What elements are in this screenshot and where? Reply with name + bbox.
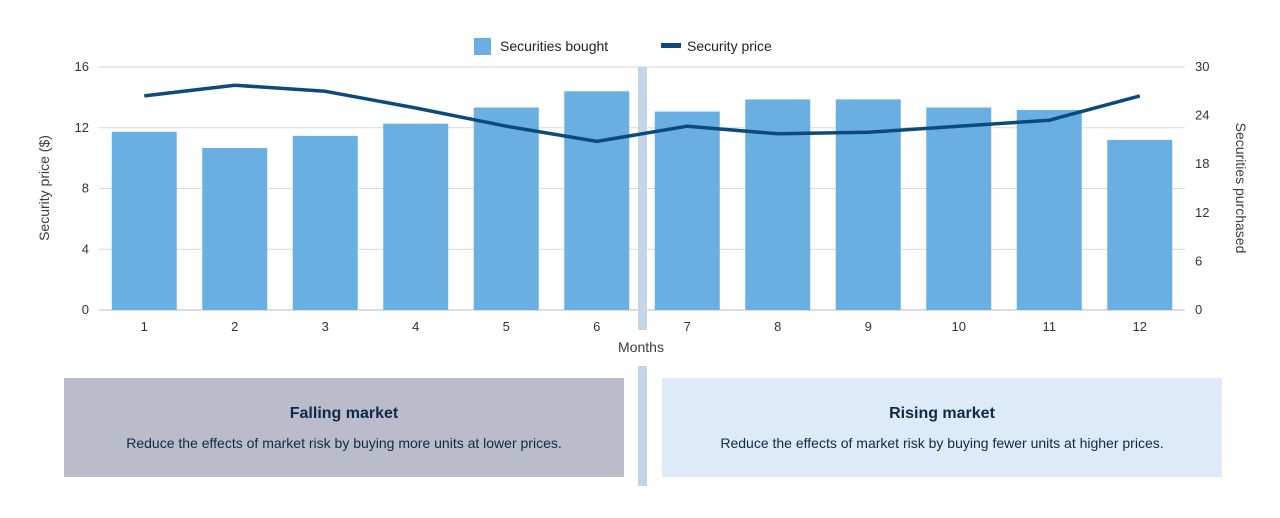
x-tick-8: 8 bbox=[774, 319, 781, 334]
bar-month-1 bbox=[111, 131, 177, 310]
rising-market-description: Reduce the effects of market risk by buy… bbox=[720, 434, 1164, 451]
bar-month-6 bbox=[564, 91, 630, 310]
bar-month-7 bbox=[654, 111, 720, 310]
left-tick-16: 16 bbox=[75, 59, 89, 74]
legend-swatch-bars bbox=[474, 38, 491, 55]
rising-market-panel: Rising market Reduce the effects of mark… bbox=[662, 378, 1222, 477]
legend-label-bars: Securities bought bbox=[500, 38, 608, 54]
legend-label-line: Security price bbox=[687, 38, 772, 54]
x-tick-6: 6 bbox=[593, 319, 600, 334]
left-tick-12: 12 bbox=[75, 120, 89, 135]
legend: Securities bought Security price bbox=[474, 38, 772, 55]
x-tick-12: 12 bbox=[1133, 319, 1147, 334]
right-tick-6: 6 bbox=[1195, 253, 1202, 268]
x-tick-11: 11 bbox=[1043, 319, 1057, 334]
right-tick-30: 30 bbox=[1195, 59, 1209, 74]
x-tick-3: 3 bbox=[322, 319, 329, 334]
bar-month-12 bbox=[1107, 139, 1173, 310]
left-tick-8: 8 bbox=[82, 181, 89, 196]
right-axis-title: Securities purchased bbox=[1233, 123, 1249, 254]
bar-month-10 bbox=[926, 107, 992, 310]
x-tick-5: 5 bbox=[503, 319, 510, 334]
x-axis-ticks: 1 2 3 4 5 6 7 8 9 10 11 12 bbox=[141, 319, 1147, 334]
market-divider bbox=[638, 67, 647, 330]
bar-month-3 bbox=[292, 135, 358, 310]
x-tick-10: 10 bbox=[952, 319, 966, 334]
legend-swatch-line bbox=[661, 43, 681, 48]
bar-month-4 bbox=[383, 123, 449, 310]
right-tick-18: 18 bbox=[1195, 156, 1209, 171]
x-tick-7: 7 bbox=[684, 319, 691, 334]
left-tick-4: 4 bbox=[82, 241, 89, 256]
bar-series bbox=[111, 91, 1173, 311]
x-tick-1: 1 bbox=[141, 319, 148, 334]
left-axis-ticks: 0 4 8 12 16 bbox=[75, 59, 89, 317]
right-tick-0: 0 bbox=[1195, 302, 1202, 317]
falling-market-description: Reduce the effects of market risk by buy… bbox=[126, 434, 562, 451]
x-tick-9: 9 bbox=[865, 319, 872, 334]
falling-market-panel: Falling market Reduce the effects of mar… bbox=[64, 378, 624, 477]
price-line bbox=[144, 83, 1141, 144]
rising-market-title: Rising market bbox=[889, 404, 995, 422]
x-tick-4: 4 bbox=[412, 319, 419, 334]
left-tick-0: 0 bbox=[82, 302, 89, 317]
bar-month-5 bbox=[473, 107, 539, 310]
left-axis-title: Security price ($) bbox=[36, 135, 52, 241]
bar-month-11 bbox=[1016, 109, 1082, 311]
bar-month-9 bbox=[835, 99, 901, 311]
x-axis-title: Months bbox=[618, 339, 664, 355]
right-tick-12: 12 bbox=[1195, 205, 1209, 220]
bar-month-2 bbox=[202, 148, 268, 310]
x-tick-2: 2 bbox=[231, 319, 238, 334]
falling-market-title: Falling market bbox=[289, 404, 399, 422]
right-axis-ticks: 0 6 12 18 24 30 bbox=[1195, 59, 1209, 317]
right-tick-24: 24 bbox=[1195, 108, 1209, 123]
panel-divider bbox=[638, 366, 647, 486]
